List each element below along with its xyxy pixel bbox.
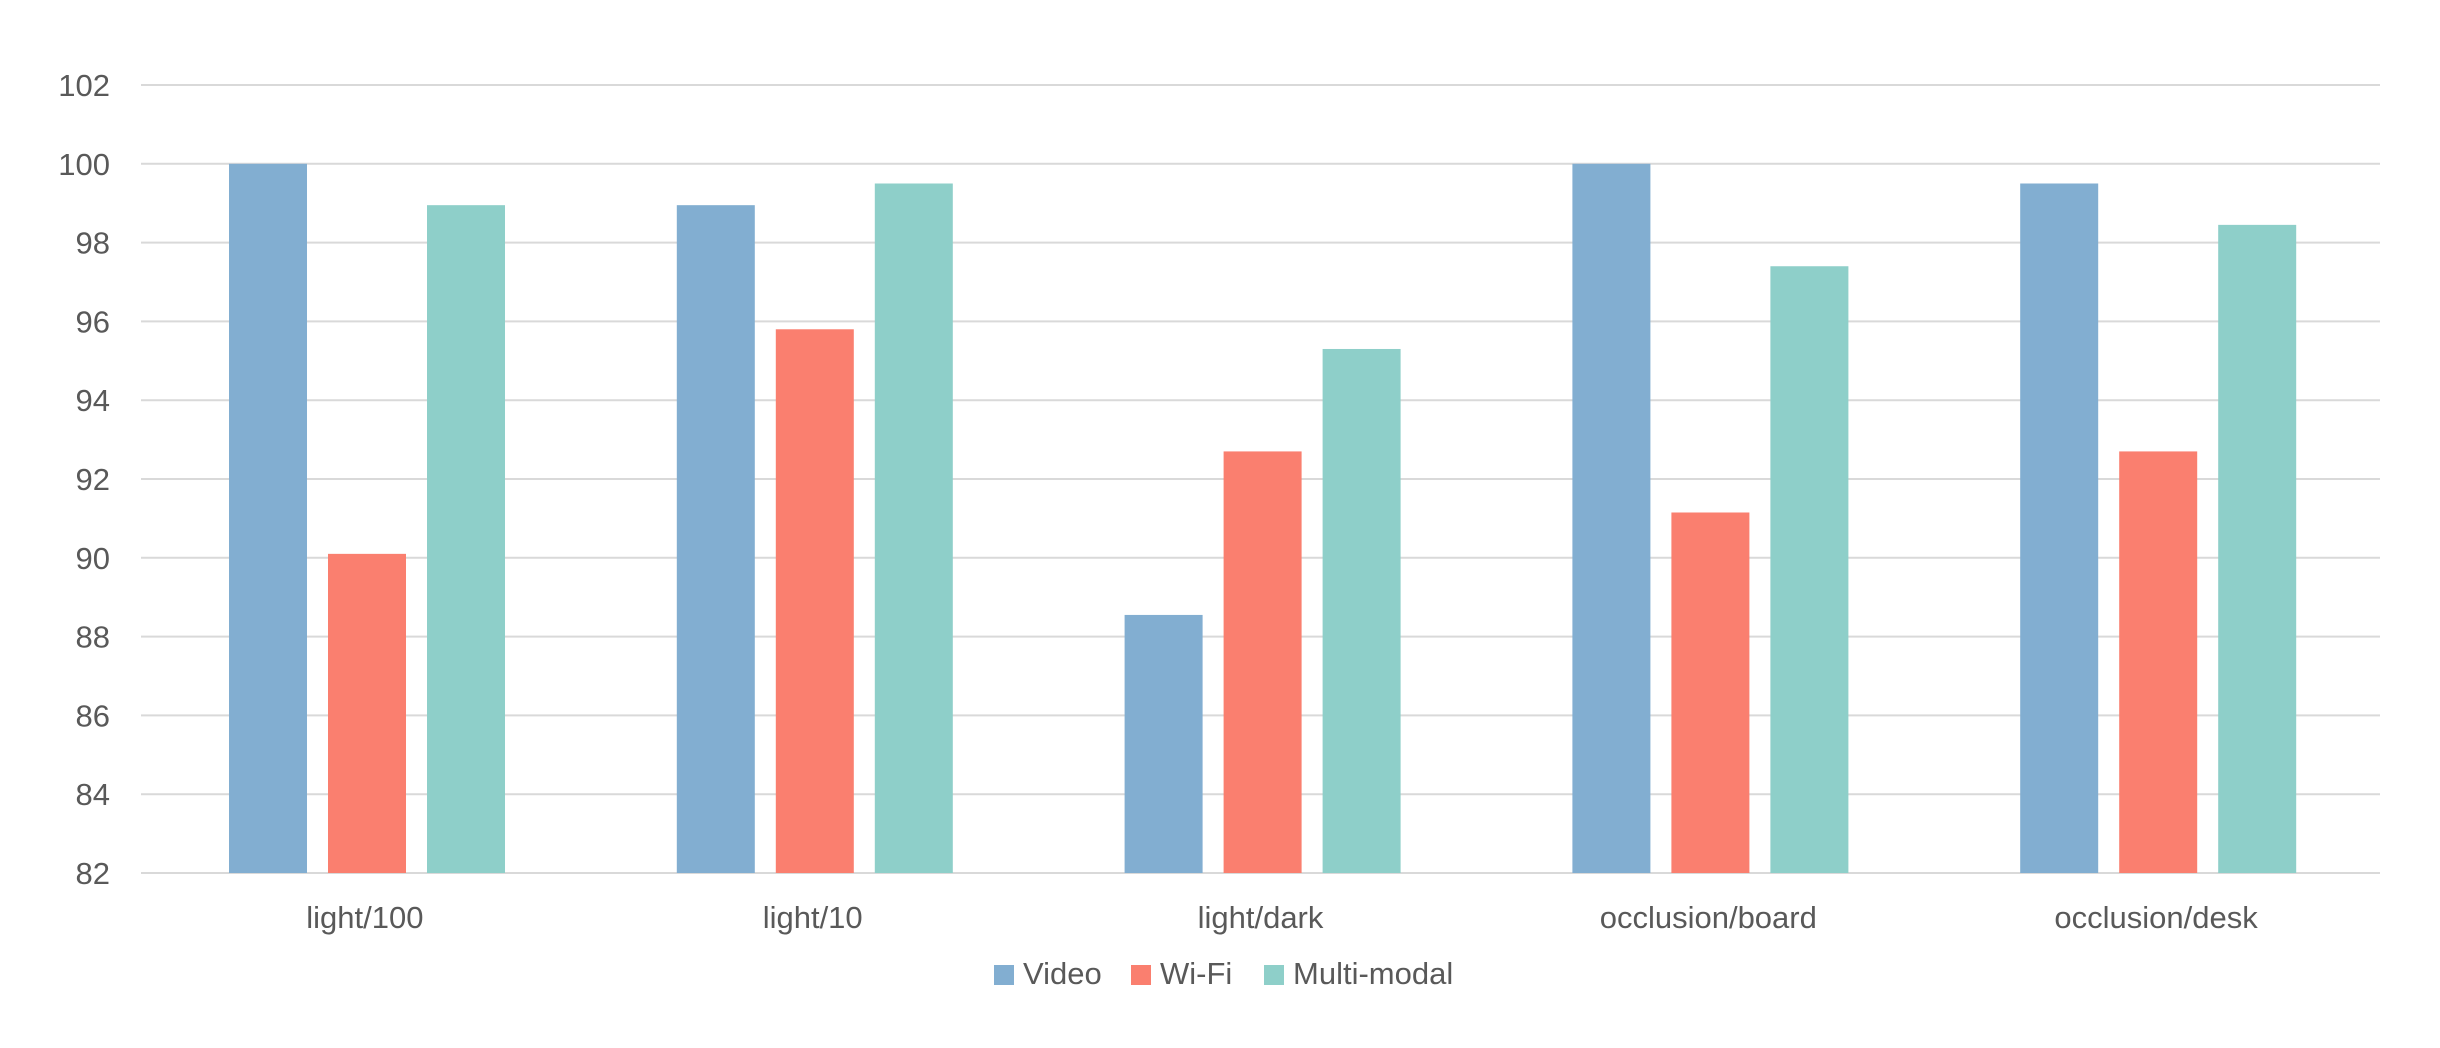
y-tick-label: 102 [58, 68, 110, 103]
y-tick-label: 98 [76, 226, 110, 261]
legend-swatch-video [994, 965, 1014, 985]
bar-multi-modal-occlusion-desk [2218, 224, 2297, 873]
x-tick-label: occlusion/desk [2054, 900, 2258, 935]
bar-wi-fi-light-10 [775, 329, 854, 873]
bar-wi-fi-light-100 [328, 553, 406, 873]
y-tick-label: 94 [76, 383, 110, 418]
bar-wi-fi-occlusion-desk [2119, 451, 2198, 873]
y-tick-label: 90 [76, 541, 110, 576]
bar-video-light-100 [229, 163, 307, 874]
legend: Video Wi-Fi Multi-modal [994, 956, 1453, 991]
y-tick-label: 92 [76, 462, 110, 497]
legend-swatch-wi-fi [1131, 965, 1151, 985]
bar-multi-modal-light-100 [427, 205, 505, 874]
bar-multi-modal-light-dark [1322, 348, 1401, 874]
legend-label: Multi-modal [1293, 956, 1453, 991]
y-tick-label: 86 [76, 698, 110, 733]
bars [229, 163, 2297, 874]
bar-video-light-dark [1124, 614, 1203, 873]
x-tick-label: light/100 [306, 900, 423, 935]
bar-multi-modal-light-10 [874, 183, 953, 873]
y-tick-label: 100 [58, 147, 110, 182]
legend-swatch-multi-modal [1264, 965, 1284, 985]
bar-wi-fi-occlusion-board [1671, 512, 1750, 873]
y-axis-tick-labels: 82 84 86 88 90 92 94 96 98 100 102 [58, 68, 110, 891]
y-tick-label: 84 [76, 777, 110, 812]
legend-label: Video [1023, 956, 1102, 991]
bar-video-light-10 [676, 205, 755, 874]
legend-label: Wi-Fi [1160, 956, 1232, 991]
bar-video-occlusion-board [1572, 163, 1651, 874]
y-tick-label: 82 [76, 856, 110, 891]
x-tick-label: light/10 [763, 900, 863, 935]
y-tick-label: 88 [76, 620, 110, 655]
x-tick-label: light/dark [1198, 900, 1324, 935]
x-axis-tick-labels: light/100 light/10 light/dark occlusion/boa… [306, 900, 2258, 935]
bar-wi-fi-light-dark [1223, 451, 1302, 873]
bar-multi-modal-occlusion-board [1770, 266, 1849, 873]
bar-video-occlusion-desk [2020, 183, 2099, 873]
y-tick-label: 96 [76, 304, 110, 339]
x-tick-label: occlusion/board [1600, 900, 1817, 935]
